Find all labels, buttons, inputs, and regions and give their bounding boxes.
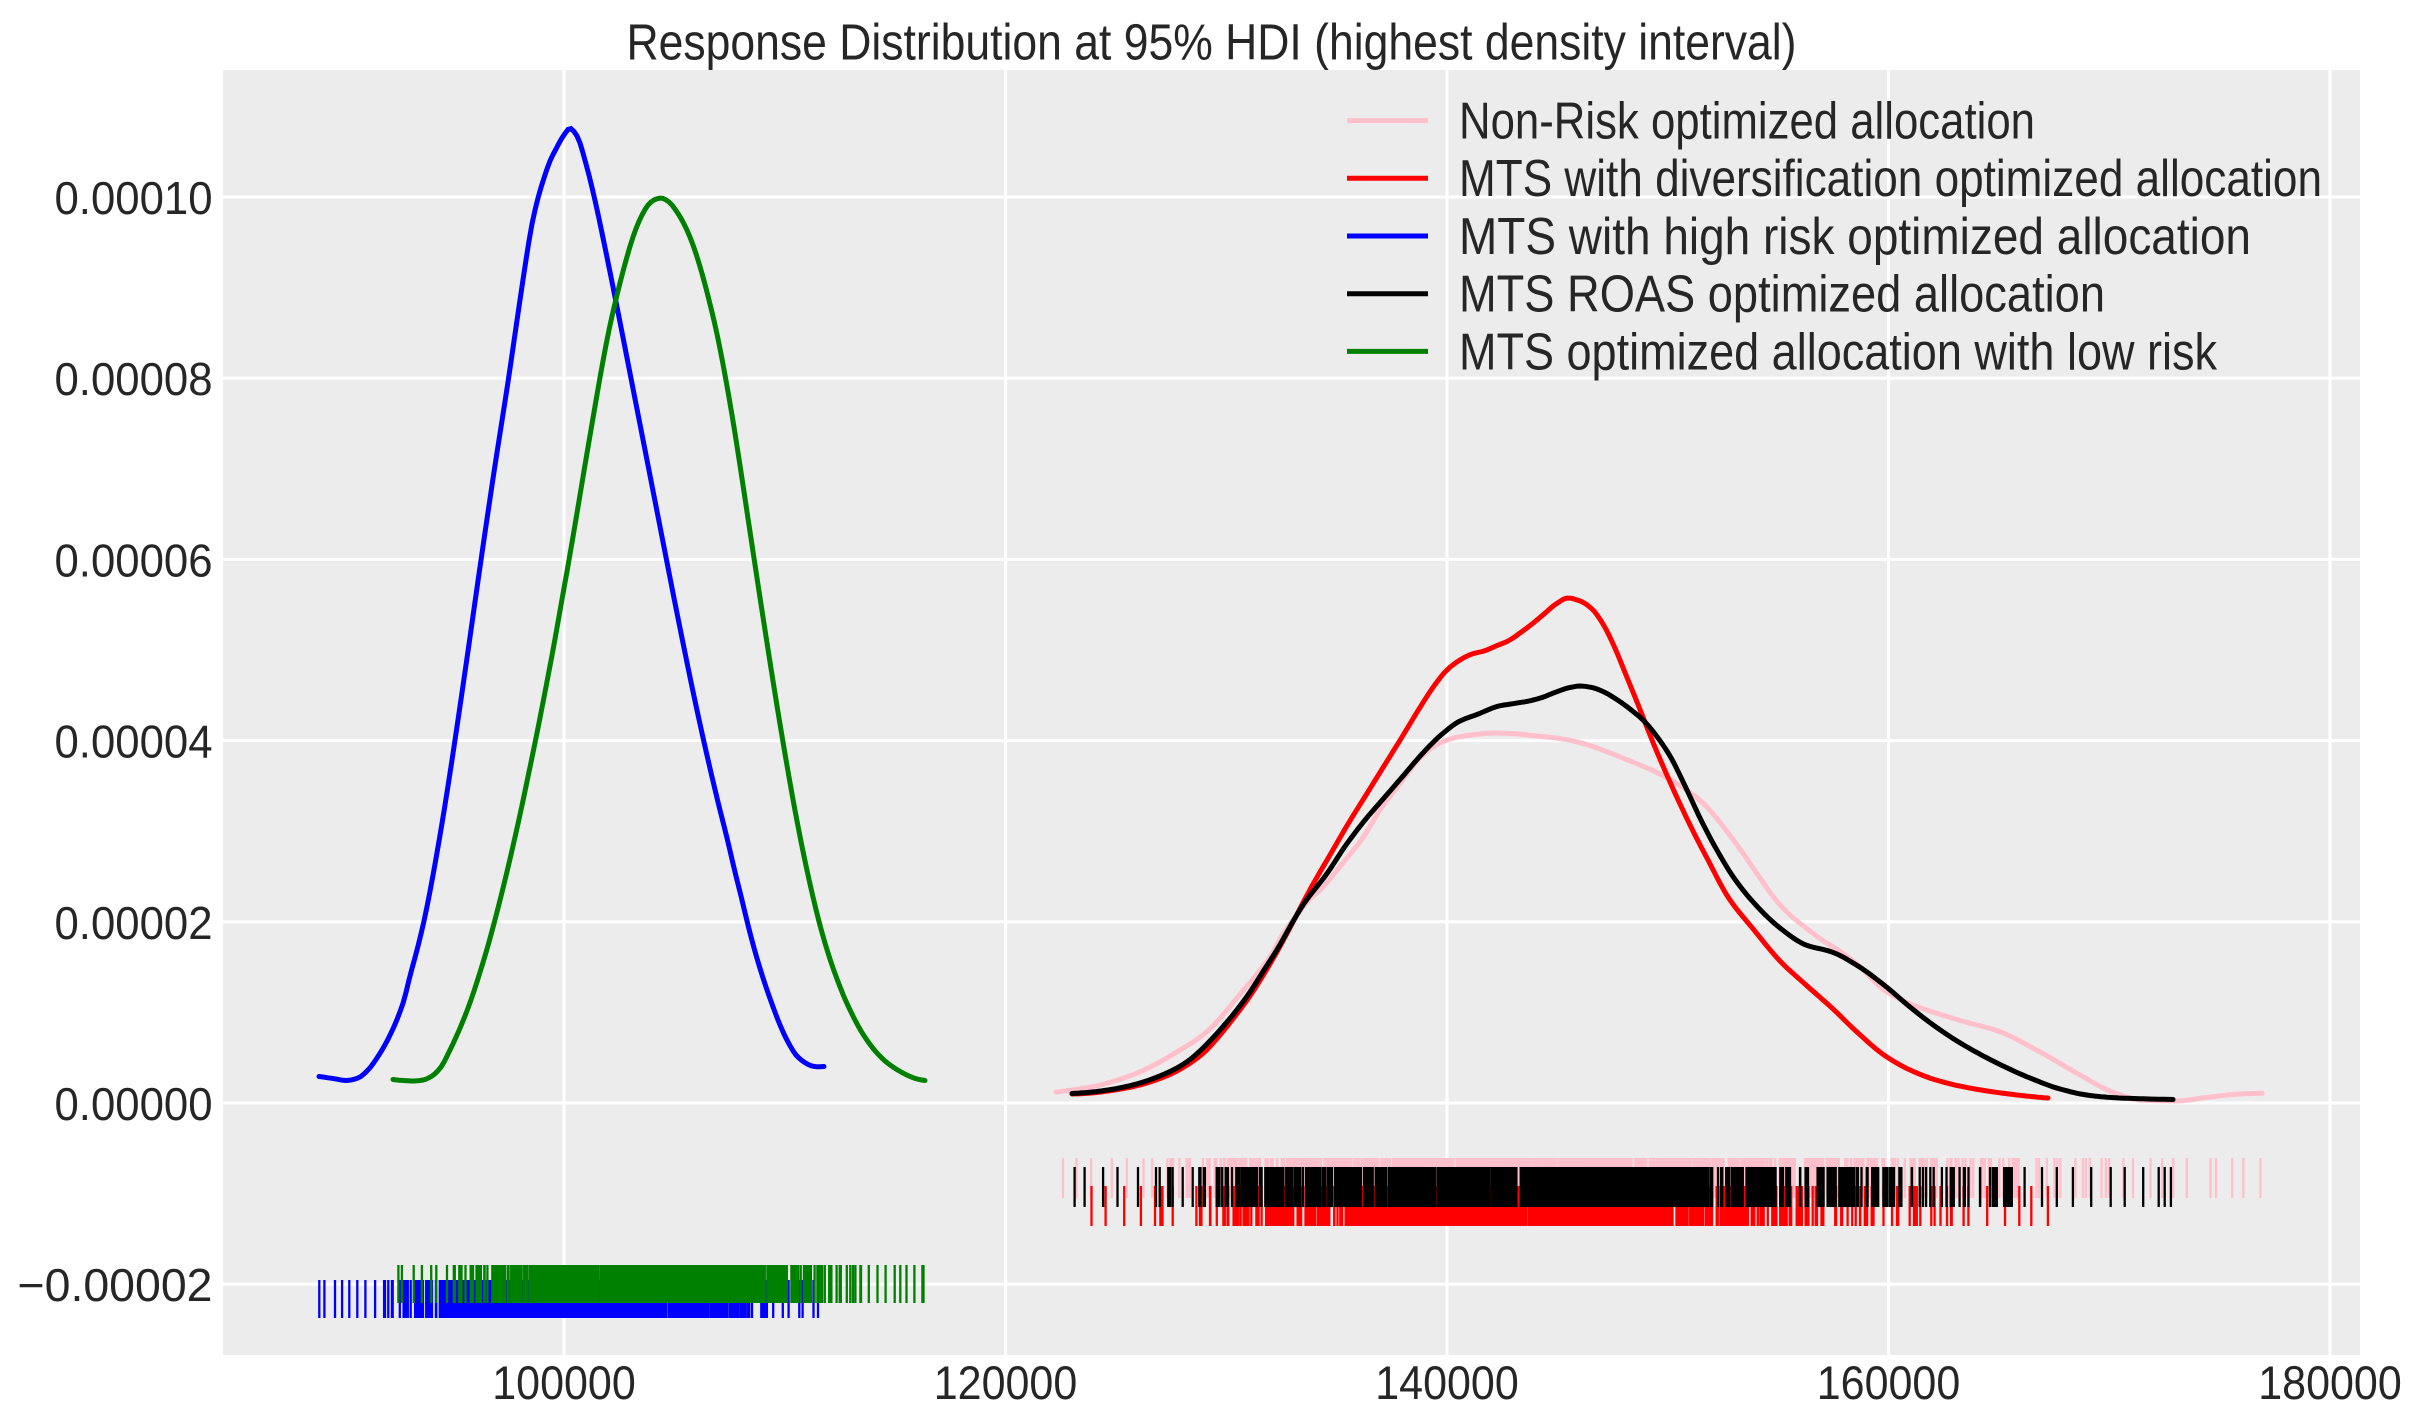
svg-text:MTS with high risk optimized a: MTS with high risk optimized allocation [1459, 208, 2251, 266]
svg-text:0.00002: 0.00002 [55, 897, 213, 949]
svg-text:−0.00002: −0.00002 [18, 1259, 213, 1311]
svg-text:0.00000: 0.00000 [55, 1078, 213, 1130]
svg-text:MTS with diversification optim: MTS with diversification optimized alloc… [1459, 150, 2322, 208]
svg-text:MTS ROAS optimized allocation: MTS ROAS optimized allocation [1459, 266, 2105, 324]
svg-text:100000: 100000 [492, 1356, 636, 1409]
svg-text:Response Distribution at 95% H: Response Distribution at 95% HDI (highes… [627, 14, 1797, 71]
svg-text:0.00008: 0.00008 [55, 353, 213, 405]
svg-text:120000: 120000 [934, 1356, 1078, 1409]
svg-text:0.00010: 0.00010 [55, 172, 213, 224]
svg-text:160000: 160000 [1817, 1356, 1961, 1409]
svg-text:MTS optimized allocation with: MTS optimized allocation with low risk [1459, 323, 2218, 381]
svg-text:Non-Risk optimized allocation: Non-Risk optimized allocation [1459, 93, 2035, 151]
svg-text:0.00004: 0.00004 [55, 716, 213, 768]
svg-text:0.00006: 0.00006 [55, 534, 213, 586]
svg-text:140000: 140000 [1375, 1356, 1519, 1409]
svg-text:180000: 180000 [2258, 1356, 2402, 1409]
